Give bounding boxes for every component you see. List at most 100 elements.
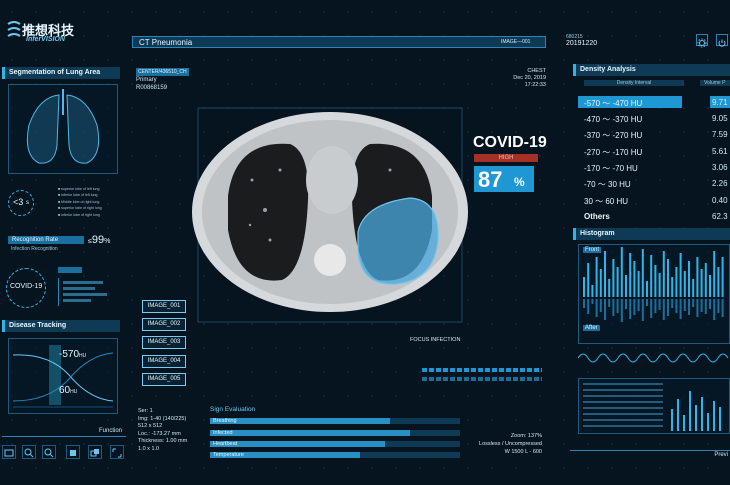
- tracking-graph: [12, 345, 114, 408]
- function-label: Function: [98, 428, 122, 434]
- wave-chart: [578, 353, 729, 363]
- timer-value: <3: [13, 197, 24, 207]
- histogram-bar: [696, 257, 699, 297]
- preview-bar[interactable]: Previ: [570, 450, 730, 461]
- tool-button-screen[interactable]: [2, 445, 16, 459]
- histogram-bar: [654, 265, 657, 297]
- risk-badge: HIGH: [474, 154, 538, 162]
- scan-id: R00868159: [136, 85, 168, 91]
- histogram-bar-after: [641, 299, 644, 321]
- histogram-bar: [658, 273, 661, 297]
- histogram-bar-after: [662, 299, 665, 320]
- power-icon: [718, 39, 726, 47]
- sign-bar-temperature: Temperature: [210, 452, 460, 458]
- zoom-info: Zoom: 137% Lossless / Uncompressed W 150…: [470, 432, 542, 456]
- legend-item-1: ■ inferior lobe of left lung: [58, 193, 98, 198]
- histogram-bar: [587, 263, 590, 297]
- histogram-bar-after: [658, 299, 661, 310]
- info-thickness: Thickness: 1.00 mm: [138, 438, 188, 444]
- histogram-bar-after: [667, 299, 669, 316]
- image-button-5[interactable]: IMAGE_005: [142, 373, 186, 386]
- histogram-bar: [612, 259, 615, 297]
- histogram-bar: [620, 247, 623, 297]
- sign-evaluation-title: Sign Evaluation: [210, 406, 256, 413]
- histogram-front-label: Front: [583, 247, 602, 253]
- lung-segmentation-panel: [8, 84, 118, 174]
- legend-item-3: ■ superior lobe of right lung: [58, 206, 102, 211]
- image-button-2[interactable]: IMAGE_002: [142, 318, 186, 331]
- histogram-bar: [662, 251, 665, 297]
- image-button-1[interactable]: IMAGE_001: [142, 300, 186, 313]
- focus-meter-2: [422, 377, 542, 381]
- histogram-bar-after: [700, 299, 703, 312]
- histogram-bar: [679, 253, 682, 297]
- copy-icon: [90, 449, 99, 457]
- histogram-bar-after: [688, 299, 690, 315]
- recognition-rate: ≤99%: [88, 234, 111, 246]
- ct-scan-image[interactable]: [190, 100, 470, 330]
- scan-info: CENTER/436510_CH Primary R00868159: [136, 68, 189, 92]
- recognition-value: 99: [91, 234, 105, 246]
- histogram-bar: [629, 253, 632, 297]
- scan-type: Primary: [136, 77, 157, 83]
- brand-name-en: InferVISION: [26, 36, 65, 43]
- histogram-bar: [721, 257, 724, 297]
- histogram-bar: [633, 261, 636, 297]
- info-matrix: 512 x 512: [138, 423, 163, 429]
- legend-item-2: ■ Middle lobe of right lung: [58, 199, 100, 204]
- density-row-5: -70 ～ 30 HU: [584, 180, 631, 189]
- legend-item-4: ■ inferior lobe of right lung: [58, 212, 100, 217]
- density-val-0: 9.71: [712, 98, 728, 107]
- histogram-bar: [608, 279, 611, 297]
- histogram-bar: [646, 281, 648, 297]
- tool-button-search[interactable]: [42, 445, 56, 459]
- histogram-bar-after: [646, 299, 648, 306]
- histogram-bar: [688, 261, 690, 297]
- density-row-0: -570 ～ -470 HU: [584, 99, 643, 108]
- density-row-highlight: [578, 96, 682, 108]
- probability-box: 87 %: [474, 166, 534, 192]
- zoom-level: Zoom: 137%: [510, 433, 542, 439]
- histogram-bar: [700, 269, 703, 297]
- density-header: Density Analysis: [573, 64, 730, 76]
- histogram-bar: [625, 275, 627, 297]
- histogram-bar-after: [704, 299, 707, 314]
- settings-button[interactable]: [696, 34, 708, 48]
- histogram-bar: [591, 285, 594, 297]
- tool-button-zoom[interactable]: [22, 445, 36, 459]
- search-icon: [44, 448, 54, 458]
- scan-region: CHEST: [527, 68, 546, 74]
- segmentation-header: Segmentation of Lung Area: [2, 67, 120, 79]
- histogram-bar: [599, 269, 602, 297]
- histogram-chart: [583, 247, 724, 322]
- probability-value: 87: [478, 167, 503, 192]
- image-button-3[interactable]: IMAGE_003: [142, 336, 186, 349]
- brand-name-cn: 推想科技: [22, 23, 75, 38]
- tool-button-expand[interactable]: [110, 445, 124, 459]
- tool-button-layers[interactable]: [66, 445, 80, 459]
- density-row-4: -170 ～ -70 HU: [584, 164, 638, 173]
- track-low: 60HU: [59, 385, 78, 396]
- recognition-sub: Infection Recognition: [11, 246, 58, 252]
- legend-item-0: ■ superior lobe of left lung: [58, 187, 100, 191]
- window-level: W 1500 L - 600: [504, 449, 542, 455]
- info-scale: 1.0 x 1.0: [138, 445, 160, 452]
- timer-unit: s: [26, 200, 29, 206]
- logo-icon: [7, 21, 21, 37]
- tool-button-copy[interactable]: [88, 445, 102, 459]
- image-button-4[interactable]: IMAGE_004: [142, 355, 186, 368]
- histogram-bar-after: [713, 299, 716, 320]
- histogram-bar-after: [583, 299, 585, 308]
- histogram-bar-after: [608, 299, 611, 307]
- focus-label: FOCUS INFECTION: [410, 337, 461, 343]
- density-row-7: Others: [584, 212, 610, 221]
- scan-time: 17:22:33: [524, 82, 546, 88]
- power-button[interactable]: [716, 34, 728, 47]
- histogram-bar-after: [696, 299, 699, 317]
- sign-bar-heartbeat: Heartbeat: [210, 441, 460, 447]
- density-row-3: -270 ～ -170 HU: [584, 148, 643, 157]
- density-col-volume: Volume P: [700, 80, 730, 86]
- image-tag: IMAGE—001: [501, 39, 531, 45]
- scan-meta: CHEST Dec 20, 2019 17:22:33: [490, 68, 546, 89]
- info-series: Ser: 1: [138, 408, 153, 414]
